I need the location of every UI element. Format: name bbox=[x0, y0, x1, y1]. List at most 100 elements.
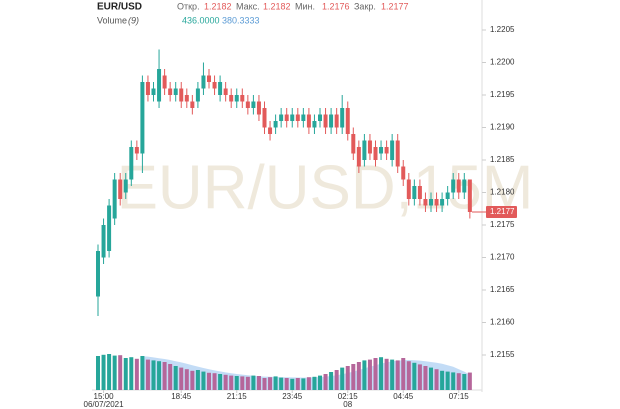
candle-body bbox=[312, 121, 317, 128]
candle-body bbox=[218, 82, 223, 95]
candle-body bbox=[401, 166, 406, 180]
candle-body bbox=[318, 114, 322, 121]
y-tick-label: 1.2155 bbox=[490, 350, 515, 359]
candle-body bbox=[462, 179, 467, 193]
candle-body bbox=[162, 75, 167, 89]
candle-body bbox=[195, 88, 200, 102]
candle-body bbox=[234, 95, 239, 102]
last-price-tag bbox=[486, 206, 517, 218]
volume-bar bbox=[362, 360, 367, 390]
volume-bar bbox=[218, 374, 223, 390]
candle-body bbox=[362, 140, 367, 160]
y-tick-label: 1.2205 bbox=[490, 25, 515, 34]
y-tick-label: 1.2200 bbox=[490, 58, 515, 67]
volume-bar bbox=[234, 376, 239, 390]
candle-body bbox=[268, 127, 273, 134]
y-tick-label: 1.2165 bbox=[490, 285, 515, 294]
symbol: EUR/USD bbox=[97, 2, 142, 13]
volume-bar bbox=[456, 373, 461, 390]
candle-body bbox=[190, 101, 195, 108]
candle-body bbox=[351, 134, 356, 154]
volume-bar bbox=[367, 359, 372, 390]
volume-value: 436.0000 bbox=[182, 15, 220, 25]
volume-bar bbox=[379, 357, 384, 390]
volume-bar bbox=[256, 376, 261, 390]
legend-value: 1.2176 bbox=[322, 1, 350, 11]
candle-body bbox=[273, 121, 278, 128]
candle-body bbox=[240, 95, 245, 102]
volume-bar bbox=[329, 372, 334, 390]
volume-bar bbox=[107, 354, 112, 390]
volume-bar bbox=[429, 367, 433, 390]
candle-body bbox=[123, 179, 128, 193]
volume-bar bbox=[168, 364, 173, 390]
volume-bar bbox=[151, 360, 156, 390]
candle-body bbox=[406, 179, 411, 199]
candle-body bbox=[229, 95, 234, 102]
volume-bar bbox=[101, 354, 106, 390]
y-tick-label: 1.2175 bbox=[490, 220, 515, 229]
volume-bar bbox=[306, 377, 311, 390]
volume-bar bbox=[406, 361, 411, 390]
candle-body bbox=[345, 108, 350, 134]
candle-body bbox=[140, 82, 145, 154]
volume-bar bbox=[129, 357, 134, 390]
x-date-label: 08 bbox=[343, 400, 352, 409]
volume-bar bbox=[445, 371, 450, 390]
volume-bar bbox=[207, 372, 211, 390]
candle-body bbox=[96, 251, 100, 297]
volume-bar bbox=[273, 376, 278, 390]
candle-body bbox=[290, 114, 295, 121]
candle-body bbox=[262, 108, 267, 128]
candle-body bbox=[367, 140, 372, 154]
candle-body bbox=[456, 179, 461, 193]
volume-bar bbox=[251, 375, 256, 390]
candle-body bbox=[151, 88, 156, 95]
candle-body bbox=[134, 147, 139, 154]
candle-body bbox=[112, 179, 117, 219]
volume-label: Volume bbox=[97, 15, 127, 25]
candle-body bbox=[301, 114, 306, 121]
volume-bar bbox=[345, 366, 350, 390]
volume-bar bbox=[356, 362, 361, 390]
volume-bar bbox=[373, 358, 378, 390]
volume-bar bbox=[318, 375, 322, 390]
candle-body bbox=[451, 179, 456, 193]
legend-name: Мин. bbox=[295, 1, 315, 11]
candle-body bbox=[295, 114, 300, 121]
volume-bar bbox=[312, 376, 317, 390]
volume-bar bbox=[284, 378, 289, 390]
candle-body bbox=[284, 114, 289, 121]
candle-body bbox=[201, 75, 206, 89]
x-tick-label: 18:45 bbox=[171, 392, 192, 401]
volume-bar bbox=[390, 359, 395, 390]
volume-bar bbox=[384, 358, 389, 390]
volume-bar bbox=[162, 362, 167, 390]
candle-body bbox=[323, 114, 328, 128]
volume-bar bbox=[268, 377, 273, 390]
candle-body bbox=[417, 186, 422, 199]
volume-bar bbox=[440, 370, 445, 390]
candle-body bbox=[429, 199, 433, 206]
volume-bar bbox=[462, 374, 467, 390]
candle-body bbox=[412, 186, 417, 199]
legend-value: 1.2182 bbox=[204, 1, 232, 11]
candle-body bbox=[157, 69, 162, 102]
candle-body bbox=[251, 101, 256, 108]
volume-bar bbox=[201, 371, 206, 390]
candle-body bbox=[340, 108, 345, 128]
x-tick-label: 07:15 bbox=[449, 392, 470, 401]
legend-name: Макс. bbox=[236, 1, 260, 11]
volume-bar bbox=[340, 367, 345, 390]
volume-bar bbox=[401, 358, 406, 390]
candle-body bbox=[212, 82, 217, 89]
legend-value: 1.2177 bbox=[381, 1, 409, 11]
volume-bar bbox=[223, 374, 228, 390]
candle-body bbox=[145, 82, 150, 95]
candle-body bbox=[179, 88, 184, 102]
candle-body bbox=[184, 95, 189, 102]
volume-bar bbox=[423, 366, 428, 390]
y-tick-label: 1.2195 bbox=[490, 90, 515, 99]
volume-bar bbox=[145, 359, 150, 390]
